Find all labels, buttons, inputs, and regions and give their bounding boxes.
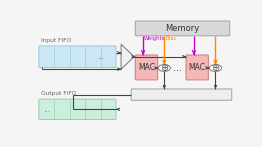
Polygon shape xyxy=(121,44,134,69)
Text: MAC: MAC xyxy=(138,63,155,72)
Circle shape xyxy=(158,65,170,71)
FancyBboxPatch shape xyxy=(131,89,232,100)
Text: Bias: Bias xyxy=(165,36,177,41)
FancyBboxPatch shape xyxy=(135,55,158,80)
Text: Output FIFO: Output FIFO xyxy=(41,91,76,96)
Text: Weights: Weights xyxy=(144,36,166,41)
Text: Memory: Memory xyxy=(165,24,200,33)
Circle shape xyxy=(209,65,222,71)
FancyBboxPatch shape xyxy=(39,99,116,120)
Text: ⊕: ⊕ xyxy=(211,63,220,73)
Text: ...: ... xyxy=(173,63,182,73)
Text: Input FIFO: Input FIFO xyxy=(41,38,71,43)
Text: ⊕: ⊕ xyxy=(160,63,168,73)
FancyBboxPatch shape xyxy=(186,55,208,80)
Text: ...: ... xyxy=(43,105,50,114)
FancyBboxPatch shape xyxy=(135,21,230,36)
Text: MAC: MAC xyxy=(189,63,206,72)
FancyBboxPatch shape xyxy=(39,46,116,67)
Text: ...: ... xyxy=(97,52,104,61)
